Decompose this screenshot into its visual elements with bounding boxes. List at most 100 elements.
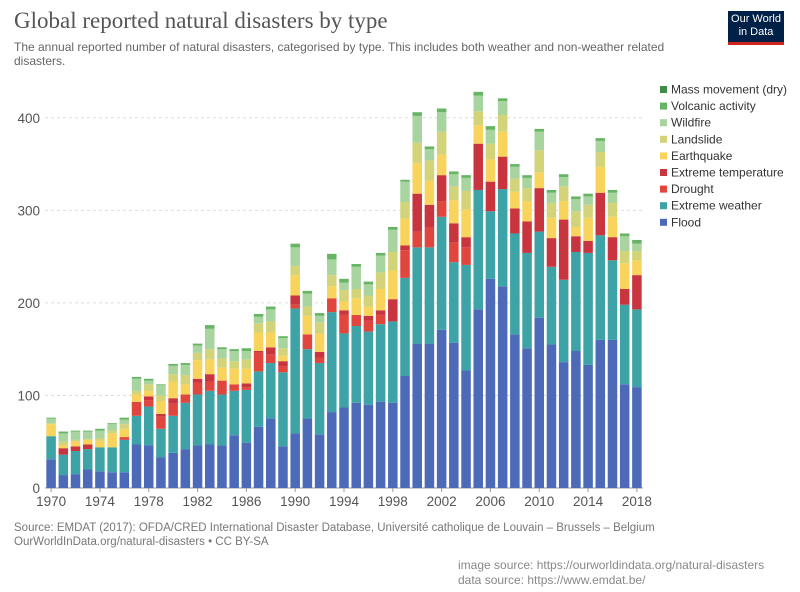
- bar-segment-landslide[interactable]: [95, 438, 105, 441]
- bar-segment-volcanic-activity[interactable]: [107, 423, 117, 425]
- bar-segment-landslide[interactable]: [583, 204, 593, 218]
- bar-segment-volcanic-activity[interactable]: [583, 193, 593, 197]
- bar-segment-landslide[interactable]: [375, 272, 386, 289]
- bar-segment-earthquake[interactable]: [571, 226, 581, 237]
- bar-segment-landslide[interactable]: [534, 150, 545, 173]
- bar-segment-landslide[interactable]: [595, 152, 606, 167]
- bar-segment-extreme-temperature[interactable]: [473, 143, 484, 190]
- bar-segment-earthquake[interactable]: [510, 191, 520, 209]
- bar-stack-2014[interactable]: [583, 193, 593, 488]
- bar-segment-extreme-weather[interactable]: [363, 331, 374, 405]
- bar-segment-wildfire[interactable]: [619, 236, 630, 252]
- bar-segment-flood[interactable]: [82, 469, 93, 488]
- bar-segment-earthquake[interactable]: [546, 217, 557, 239]
- bar-stack-1982[interactable]: [192, 343, 203, 488]
- bar-segment-wildfire[interactable]: [546, 192, 557, 203]
- bar-segment-extreme-weather[interactable]: [253, 371, 264, 427]
- bar-segment-extreme-temperature[interactable]: [583, 240, 593, 253]
- bar-segment-earthquake[interactable]: [46, 424, 56, 437]
- bar-segment-earthquake[interactable]: [595, 166, 606, 193]
- bar-stack-2005[interactable]: [473, 91, 484, 488]
- bar-segment-volcanic-activity[interactable]: [619, 233, 630, 237]
- bar-segment-extreme-temperature[interactable]: [168, 398, 178, 404]
- bar-segment-wildfire[interactable]: [351, 266, 361, 289]
- bar-segment-drought[interactable]: [119, 437, 130, 440]
- bar-segment-flood[interactable]: [619, 384, 630, 488]
- bar-segment-landslide[interactable]: [436, 131, 447, 155]
- bar-segment-landslide[interactable]: [522, 188, 532, 202]
- bar-segment-landslide[interactable]: [278, 348, 288, 356]
- bar-segment-volcanic-activity[interactable]: [607, 189, 618, 193]
- bar-segment-flood[interactable]: [70, 474, 81, 488]
- bar-stack-1977[interactable]: [131, 376, 142, 488]
- bar-segment-earthquake[interactable]: [290, 275, 300, 296]
- bar-segment-extreme-weather[interactable]: [70, 450, 81, 475]
- bar-segment-volcanic-activity[interactable]: [46, 417, 56, 419]
- bar-segment-extreme-temperature[interactable]: [58, 448, 69, 455]
- bar-stack-1988[interactable]: [266, 306, 276, 488]
- bar-segment-wildfire[interactable]: [119, 419, 130, 425]
- bar-stack-1996[interactable]: [363, 281, 374, 488]
- bar-segment-volcanic-activity[interactable]: [229, 349, 239, 352]
- bar-segment-extreme-weather[interactable]: [485, 211, 496, 279]
- bar-segment-earthquake[interactable]: [375, 289, 386, 311]
- bar-segment-earthquake[interactable]: [583, 217, 593, 241]
- bar-segment-drought[interactable]: [449, 242, 459, 263]
- bar-segment-flood[interactable]: [204, 444, 215, 488]
- bar-segment-volcanic-activity[interactable]: [363, 281, 374, 285]
- bar-segment-extreme-temperature[interactable]: [375, 310, 386, 315]
- bar-segment-wildfire[interactable]: [217, 349, 227, 359]
- bar-segment-earthquake[interactable]: [229, 368, 239, 385]
- bar-segment-volcanic-activity[interactable]: [595, 138, 606, 141]
- bar-segment-wildfire[interactable]: [607, 192, 618, 203]
- bar-segment-extreme-weather[interactable]: [241, 389, 252, 443]
- bar-segment-extreme-weather[interactable]: [473, 189, 484, 310]
- bar-segment-flood[interactable]: [156, 457, 166, 488]
- bar-segment-drought[interactable]: [241, 387, 252, 390]
- bar-stack-1995[interactable]: [351, 264, 361, 488]
- bar-segment-wildfire[interactable]: [534, 131, 545, 151]
- legend-item[interactable]: Extreme temperature: [660, 166, 784, 180]
- bar-stack-1993[interactable]: [327, 253, 337, 488]
- bar-segment-landslide[interactable]: [70, 439, 81, 442]
- bar-segment-landslide[interactable]: [510, 178, 520, 192]
- bar-segment-volcanic-activity[interactable]: [217, 347, 227, 350]
- bar-segment-wildfire[interactable]: [204, 328, 215, 350]
- bar-segment-flood[interactable]: [558, 362, 569, 488]
- bar-segment-landslide[interactable]: [388, 251, 398, 271]
- bar-stack-1976[interactable]: [119, 417, 130, 488]
- bar-segment-drought[interactable]: [436, 201, 447, 217]
- bar-segment-drought[interactable]: [143, 400, 154, 407]
- bar-segment-extreme-weather[interactable]: [327, 312, 337, 413]
- bar-segment-extreme-weather[interactable]: [266, 363, 276, 419]
- bar-segment-wildfire[interactable]: [192, 345, 203, 353]
- bar-segment-drought[interactable]: [217, 380, 227, 395]
- bar-stack-1990[interactable]: [290, 243, 300, 488]
- bar-stack-1980[interactable]: [168, 363, 178, 488]
- bar-segment-wildfire[interactable]: [241, 351, 252, 360]
- bar-segment-drought[interactable]: [400, 250, 410, 278]
- bar-stack-2013[interactable]: [571, 196, 581, 488]
- bar-segment-drought[interactable]: [461, 247, 471, 265]
- bar-segment-extreme-weather[interactable]: [119, 439, 130, 473]
- bar-segment-flood[interactable]: [534, 317, 545, 488]
- bar-segment-earthquake[interactable]: [558, 201, 569, 220]
- bar-segment-extreme-weather[interactable]: [107, 447, 117, 473]
- bar-segment-drought[interactable]: [412, 231, 422, 248]
- bar-stack-1984[interactable]: [217, 347, 227, 488]
- bar-segment-volcanic-activity[interactable]: [253, 313, 264, 317]
- bar-segment-flood[interactable]: [412, 343, 422, 488]
- bar-segment-wildfire[interactable]: [571, 199, 581, 212]
- bar-segment-volcanic-activity[interactable]: [131, 376, 142, 379]
- bar-segment-earthquake[interactable]: [632, 260, 642, 276]
- bar-segment-volcanic-activity[interactable]: [632, 239, 642, 244]
- bar-segment-earthquake[interactable]: [351, 298, 361, 315]
- bar-segment-volcanic-activity[interactable]: [156, 384, 166, 386]
- bar-segment-volcanic-activity[interactable]: [58, 431, 69, 434]
- bar-stack-1991[interactable]: [302, 290, 313, 488]
- bar-segment-flood[interactable]: [510, 334, 520, 488]
- bar-segment-wildfire[interactable]: [632, 243, 642, 252]
- bar-segment-volcanic-activity[interactable]: [266, 306, 276, 310]
- bar-segment-landslide[interactable]: [107, 430, 117, 434]
- bar-segment-earthquake[interactable]: [363, 306, 374, 316]
